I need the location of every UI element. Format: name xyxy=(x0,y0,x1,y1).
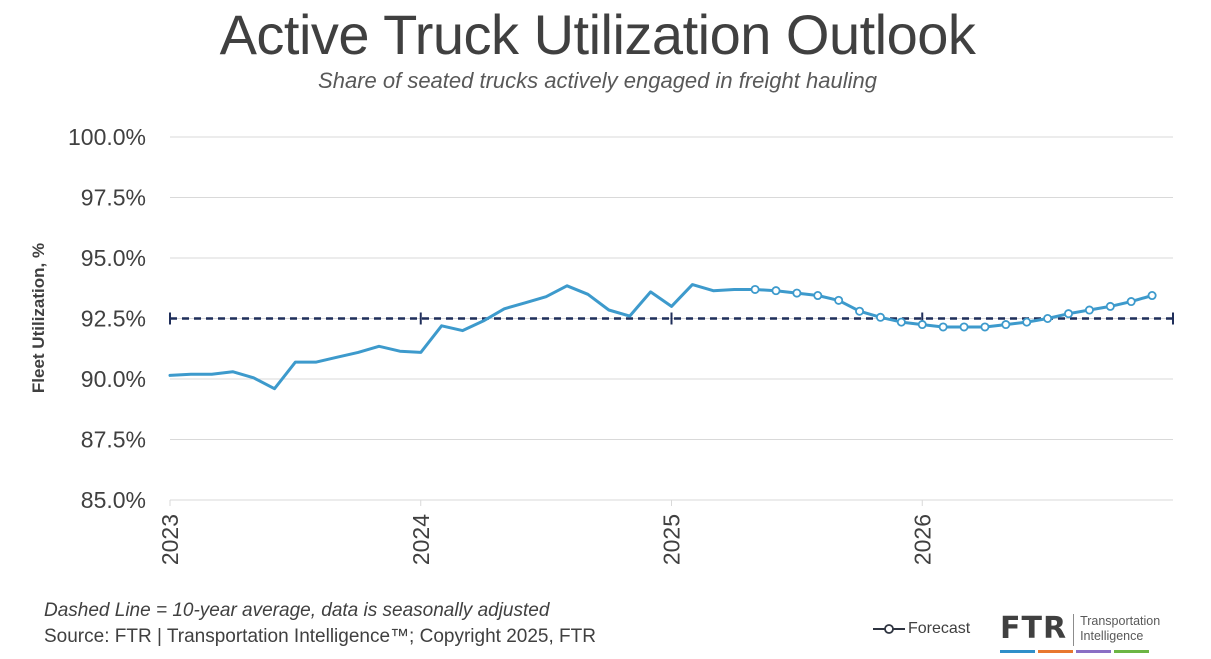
y-axis-ticks: 85.0% 87.5% 90.0% 92.5% 95.0% 97.5% 100.0% xyxy=(68,124,146,513)
logo-color-segment xyxy=(1076,650,1111,653)
forecast-point xyxy=(771,286,781,296)
forecast-point xyxy=(813,291,823,301)
y-tick-label: 85.0% xyxy=(81,487,146,513)
logo-color-segment xyxy=(1114,650,1149,653)
footnote: Dashed Line = 10-year average, data is s… xyxy=(44,600,550,621)
forecast-point xyxy=(792,288,802,298)
ftr-logo: FTR Transportation Intelligence xyxy=(1000,612,1160,646)
forecast-point xyxy=(959,322,969,332)
forecast-legend-marker xyxy=(873,624,905,634)
source-text: Source: FTR | Transportation Intelligenc… xyxy=(44,626,596,647)
logo-mark: FTR xyxy=(1000,611,1068,646)
x-tick-label: 2026 xyxy=(909,514,935,565)
line-chart: 85.0% 87.5% 90.0% 92.5% 95.0% 97.5% 100.0% 202… xyxy=(29,124,1174,565)
grid-lines xyxy=(170,136,1173,501)
logo-color-segment xyxy=(1038,650,1073,653)
forecast-point xyxy=(1105,301,1115,311)
y-tick-label: 87.5% xyxy=(81,427,146,453)
y-tick-label: 95.0% xyxy=(81,245,146,271)
logo-tagline-line2: Intelligence xyxy=(1080,629,1144,643)
forecast-point xyxy=(1064,309,1074,319)
forecast-point xyxy=(834,295,844,305)
x-tick-label: 2025 xyxy=(659,514,685,565)
forecast-point xyxy=(1022,317,1032,327)
forecast-point xyxy=(917,320,927,330)
legend-label-forecast: Forecast xyxy=(908,620,971,637)
forecast-point xyxy=(938,322,948,332)
y-tick-label: 100.0% xyxy=(68,124,146,150)
forecast-point xyxy=(896,317,906,327)
logo-tagline: Transportation Intelligence xyxy=(1080,614,1160,644)
y-axis-label: Fleet Utilization, % xyxy=(29,243,48,393)
chart-subtitle: Share of seated trucks actively engaged … xyxy=(318,68,877,93)
legend: Forecast xyxy=(872,620,970,638)
forecast-point xyxy=(1126,297,1136,307)
logo-tagline-line1: Transportation xyxy=(1080,614,1161,628)
average-line-group xyxy=(169,312,1174,325)
x-axis-ticks: 2023 2024 2025 2026 xyxy=(157,500,935,565)
forecast-point xyxy=(875,312,885,322)
logo-color-segment xyxy=(1000,650,1035,653)
actual-line xyxy=(168,283,757,391)
logo-divider xyxy=(1073,614,1075,646)
y-tick-label: 90.0% xyxy=(81,366,146,392)
x-tick-label: 2023 xyxy=(157,514,183,565)
y-tick-label: 97.5% xyxy=(81,185,146,211)
logo-color-bar xyxy=(1000,650,1149,653)
forecast-point xyxy=(1043,313,1053,323)
forecast-point xyxy=(1001,320,1011,330)
series-group xyxy=(168,283,1157,391)
forecast-point xyxy=(750,284,760,294)
x-tick-label: 2024 xyxy=(408,514,434,565)
y-tick-label: 92.5% xyxy=(81,306,146,332)
forecast-point xyxy=(1084,305,1094,315)
forecast-point xyxy=(1147,291,1157,301)
forecast-point xyxy=(980,322,990,332)
chart-title: Active Truck Utilization Outlook xyxy=(219,3,976,66)
forecast-point xyxy=(855,306,865,316)
